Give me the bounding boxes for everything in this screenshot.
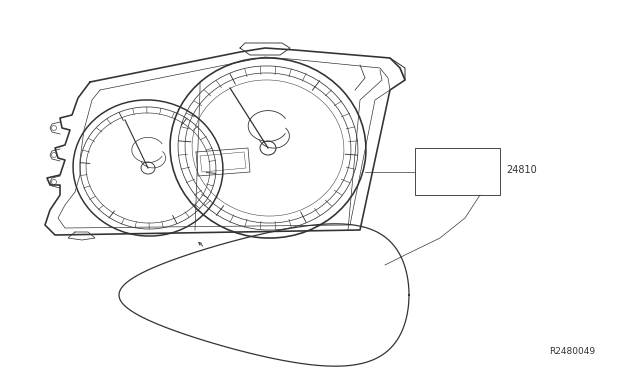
Text: R2480049: R2480049 (549, 347, 595, 356)
Ellipse shape (141, 162, 155, 174)
Bar (415, 148, 500, 195)
Ellipse shape (260, 141, 276, 155)
Text: 24810: 24810 (506, 165, 537, 175)
